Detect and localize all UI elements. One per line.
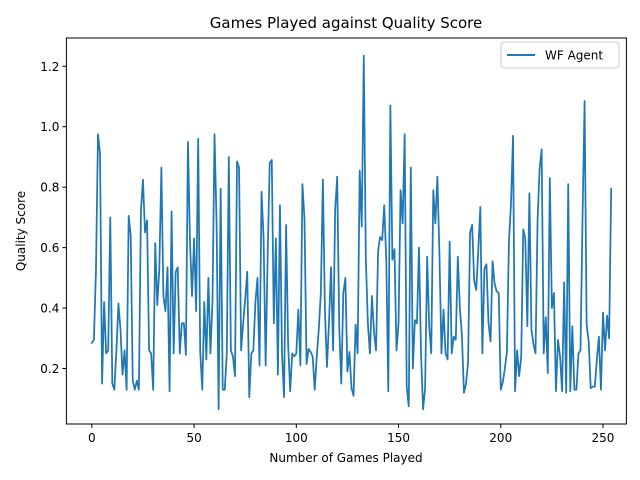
x-tick-label: 50 xyxy=(186,431,201,445)
axes-frame xyxy=(65,37,627,425)
x-axis-label: Number of Games Played xyxy=(269,451,422,465)
y-tick-label: 1.2 xyxy=(40,60,59,74)
series-layer xyxy=(90,54,613,411)
series-line-0 xyxy=(90,54,613,411)
y-tick-label: 0.2 xyxy=(40,362,59,376)
x-tick-label: 200 xyxy=(489,431,512,445)
x-tick-label: 0 xyxy=(88,431,96,445)
legend-label: WF Agent xyxy=(545,49,603,63)
chart-title: Games Played against Quality Score xyxy=(210,14,482,32)
y-tick-label: 0.6 xyxy=(40,241,59,255)
y-tick-label: 1.0 xyxy=(40,120,59,134)
legend-box xyxy=(500,41,620,69)
x-axis-ticks: 0 50 100 150 200 250 xyxy=(88,424,614,445)
plot-area xyxy=(65,37,627,425)
x-tick-label: 250 xyxy=(592,431,615,445)
y-tick-label: 0.4 xyxy=(40,302,59,316)
legend: WF Agent xyxy=(500,41,620,69)
x-tick-label: 100 xyxy=(285,431,308,445)
y-axis-label: Quality Score xyxy=(14,191,28,271)
y-tick-label: 0.8 xyxy=(40,181,59,195)
x-tick-label: 150 xyxy=(387,431,410,445)
y-axis-ticks: 0.2 0.4 0.6 0.8 1.0 1.2 xyxy=(40,60,67,376)
